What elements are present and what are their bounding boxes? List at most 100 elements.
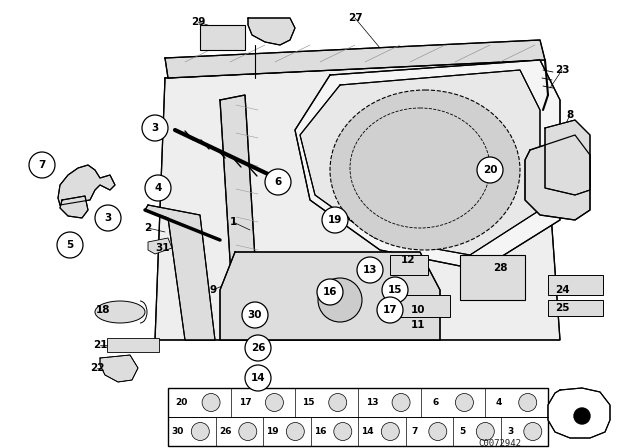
- Polygon shape: [148, 238, 172, 254]
- Text: 16: 16: [314, 427, 326, 436]
- Text: 3: 3: [104, 213, 111, 223]
- Text: 6: 6: [432, 398, 438, 407]
- Text: 31: 31: [156, 243, 170, 253]
- Text: C0072942: C0072942: [479, 439, 522, 448]
- Text: 15: 15: [302, 398, 315, 407]
- Bar: [395, 295, 450, 317]
- Circle shape: [334, 422, 352, 440]
- Circle shape: [519, 393, 537, 412]
- Circle shape: [95, 205, 121, 231]
- Circle shape: [29, 152, 55, 178]
- Text: 3: 3: [152, 123, 159, 133]
- Polygon shape: [220, 252, 440, 340]
- Bar: [460, 255, 525, 300]
- Text: 27: 27: [348, 13, 362, 23]
- Text: 30: 30: [248, 310, 262, 320]
- Text: 18: 18: [96, 305, 110, 315]
- Polygon shape: [220, 95, 260, 340]
- Polygon shape: [145, 205, 215, 340]
- Text: 26: 26: [219, 427, 231, 436]
- Text: 13: 13: [365, 398, 378, 407]
- Text: 8: 8: [566, 110, 573, 120]
- Circle shape: [377, 297, 403, 323]
- Polygon shape: [100, 355, 138, 382]
- Ellipse shape: [330, 90, 520, 250]
- Polygon shape: [155, 60, 560, 340]
- Text: 14: 14: [361, 427, 374, 436]
- Text: 29: 29: [191, 17, 205, 27]
- Text: 3: 3: [507, 427, 513, 436]
- Text: 7: 7: [38, 160, 45, 170]
- Polygon shape: [248, 18, 295, 45]
- Text: 9: 9: [209, 285, 216, 295]
- Polygon shape: [548, 388, 610, 438]
- Text: 13: 13: [363, 265, 377, 275]
- Text: 19: 19: [328, 215, 342, 225]
- Text: 24: 24: [555, 285, 570, 295]
- Text: 7: 7: [412, 427, 418, 436]
- Text: 21: 21: [93, 340, 108, 350]
- Text: 30: 30: [172, 427, 184, 436]
- Text: 23: 23: [555, 65, 569, 75]
- Circle shape: [318, 278, 362, 322]
- Text: 17: 17: [383, 305, 397, 315]
- Circle shape: [322, 207, 348, 233]
- Text: 25: 25: [555, 303, 569, 313]
- Text: 15: 15: [388, 285, 403, 295]
- Text: 5: 5: [67, 240, 74, 250]
- Text: 12: 12: [401, 255, 415, 265]
- Text: 10: 10: [411, 305, 425, 315]
- Text: 20: 20: [176, 398, 188, 407]
- Text: 16: 16: [323, 287, 337, 297]
- Text: 2: 2: [145, 223, 152, 233]
- Circle shape: [477, 157, 503, 183]
- Circle shape: [357, 257, 383, 283]
- Polygon shape: [525, 135, 590, 220]
- Circle shape: [245, 335, 271, 361]
- Text: 17: 17: [239, 398, 252, 407]
- Circle shape: [382, 277, 408, 303]
- Circle shape: [524, 422, 542, 440]
- Polygon shape: [545, 120, 590, 195]
- Circle shape: [574, 408, 590, 424]
- Circle shape: [476, 422, 494, 440]
- Text: 6: 6: [275, 177, 282, 187]
- Text: 14: 14: [251, 373, 266, 383]
- Ellipse shape: [95, 301, 145, 323]
- Polygon shape: [295, 60, 560, 270]
- Circle shape: [317, 279, 343, 305]
- Circle shape: [242, 302, 268, 328]
- Circle shape: [239, 422, 257, 440]
- Circle shape: [456, 393, 474, 412]
- Bar: [548, 275, 603, 295]
- Text: 19: 19: [266, 427, 279, 436]
- Text: 1: 1: [229, 217, 237, 227]
- Circle shape: [142, 115, 168, 141]
- Bar: [168, 388, 548, 446]
- Circle shape: [57, 232, 83, 258]
- Circle shape: [245, 365, 271, 391]
- Text: 11: 11: [411, 320, 425, 330]
- Text: 5: 5: [460, 427, 466, 436]
- Circle shape: [202, 393, 220, 412]
- Circle shape: [145, 175, 171, 201]
- Circle shape: [286, 422, 304, 440]
- Text: 4: 4: [154, 183, 162, 193]
- Circle shape: [329, 393, 347, 412]
- Polygon shape: [165, 40, 545, 78]
- Circle shape: [381, 422, 399, 440]
- Bar: [200, 25, 245, 50]
- Bar: [107, 338, 159, 352]
- Circle shape: [191, 422, 209, 440]
- Circle shape: [265, 169, 291, 195]
- Circle shape: [392, 393, 410, 412]
- Bar: [548, 300, 603, 316]
- Polygon shape: [300, 70, 540, 255]
- Polygon shape: [58, 165, 115, 205]
- Text: 26: 26: [251, 343, 265, 353]
- Text: 4: 4: [495, 398, 502, 407]
- Circle shape: [429, 422, 447, 440]
- Bar: [390, 255, 428, 275]
- Text: 28: 28: [493, 263, 508, 273]
- Polygon shape: [60, 196, 88, 218]
